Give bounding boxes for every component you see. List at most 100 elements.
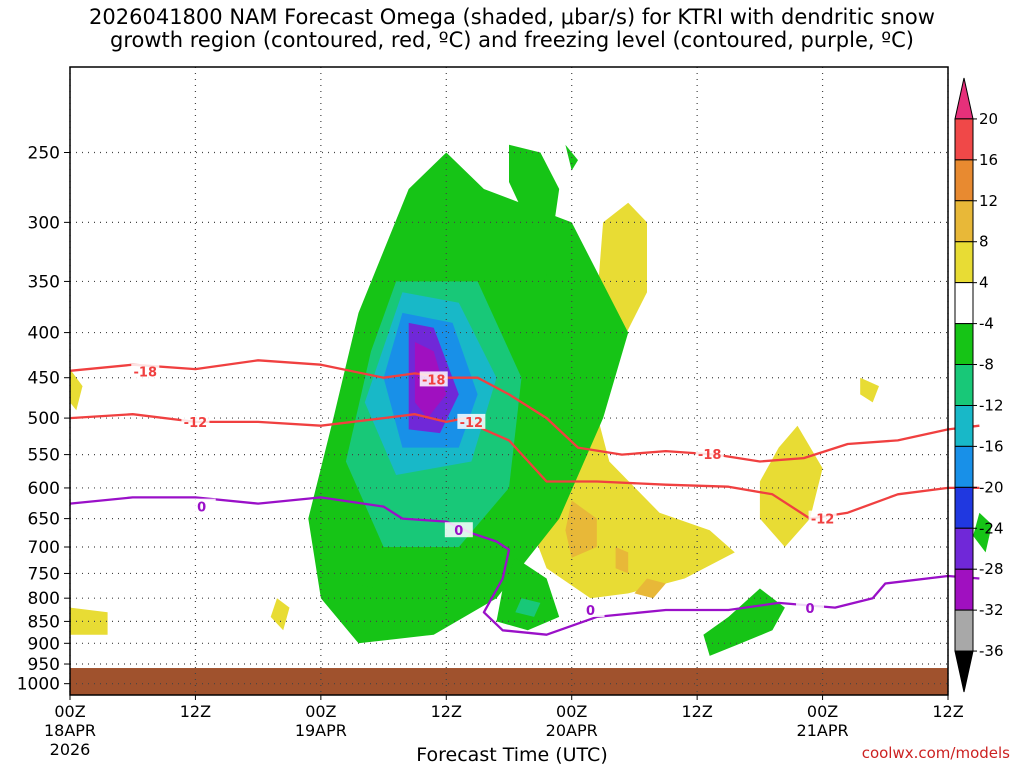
y-tick-label-1000: 1000 [17, 675, 60, 695]
colorbar-bin-10 [954, 486, 974, 529]
contour-label-bg-0-1 [419, 371, 448, 387]
y-tick-label-650: 650 [28, 510, 60, 530]
ground-below-surface [70, 668, 948, 695]
colorbar-label-0: 20 [979, 110, 998, 128]
colorbar-label-9: -20 [979, 478, 1004, 496]
colorbar-bin-13 [954, 609, 974, 652]
chart-title-line1: 2026041800 NAM Forecast Omega (shaded, μ… [89, 5, 935, 29]
omega-rising-region-5 [759, 425, 823, 547]
colorbar-bin-0 [954, 77, 974, 120]
colorbar-label-6: -8 [979, 356, 994, 374]
omega-rising-region-6 [860, 377, 879, 403]
x-tick-label-48: 00Z [556, 702, 587, 721]
contour-layer: -18 -18 -18 -12 -12 -12 0 0 0 0 [69, 359, 980, 636]
colorbar-bin-7 [954, 364, 974, 406]
axes-layer: 2503003504004505005506006507007508008509… [17, 66, 964, 759]
y-tick-label-700: 700 [28, 538, 60, 558]
x-date-label-0: 18APR [44, 721, 96, 740]
plot-frame [69, 66, 949, 696]
contour-label-bg-2-0 [187, 498, 216, 514]
contour-label-0-0: -18 [134, 366, 158, 381]
colorbar: 20 16 12 8 4 -4 -8 -12 -16 -20 -24 -28 -32 -36 [954, 77, 1004, 693]
x-year-label-0: 2026 [50, 740, 91, 759]
site-credit: coolwx.com/models [861, 744, 1010, 762]
x-tick-label-36: 12Z [431, 702, 462, 721]
contour-label-1-1: -12 [460, 416, 484, 431]
contour-label-bg-1-2 [808, 510, 837, 526]
omega-sinking-region-10 [345, 583, 378, 635]
contour-label-bg-2-1 [444, 522, 473, 538]
omega-sinking-region-12 [973, 512, 992, 553]
y-tick-label-950: 950 [28, 655, 60, 675]
contour-label-0-1: -18 [422, 373, 446, 388]
y-tick-label-600: 600 [28, 479, 60, 499]
y-tick-label-500: 500 [28, 409, 60, 429]
colorbar-label-1: 16 [979, 151, 998, 169]
colorbar-label-5: -4 [979, 315, 994, 333]
colorbar-label-2: 12 [979, 192, 998, 210]
colorbar-label-13: -36 [979, 642, 1004, 660]
y-tick-label-800: 800 [28, 589, 60, 609]
contour-label-bg-2-2 [576, 601, 605, 617]
omega-rising-region-9 [70, 369, 83, 411]
colorbar-bin-11 [954, 527, 974, 570]
omega-sinking-region-8 [496, 557, 560, 631]
colorbar-label-4: 4 [979, 274, 989, 292]
x-axis-label: Forecast Time (UTC) [416, 744, 608, 766]
colorbar-bin-6 [954, 323, 974, 366]
x-date-label-48: 20APR [546, 721, 598, 740]
contour-label-0-2: -18 [698, 448, 722, 463]
x-tick-label-84: 12Z [932, 702, 963, 721]
contour-label-2-1: 0 [454, 524, 463, 539]
y-tick-label-750: 750 [28, 564, 60, 584]
colorbar-bin-2 [954, 159, 974, 202]
colorbar-bin-4 [954, 241, 974, 284]
x-tick-label-72: 00Z [807, 702, 838, 721]
y-tick-label-450: 450 [28, 369, 60, 389]
colorbar-label-12: -32 [979, 601, 1004, 619]
ground-layer [70, 668, 948, 695]
colorbar-bin-5 [954, 282, 974, 325]
colorbar-bin-9 [954, 445, 974, 488]
contour-line-2 [69, 496, 980, 636]
omega-rising-region-3 [615, 547, 629, 574]
contour-label-bg-1-1 [457, 413, 486, 429]
colorbar-label-7: -12 [979, 396, 1004, 414]
contour-label-bg-0-0 [131, 363, 160, 379]
contour-line-0 [69, 359, 980, 463]
contour-label-2-0: 0 [197, 501, 206, 516]
x-tick-label-12: 12Z [180, 702, 211, 721]
grid-layer [69, 67, 949, 695]
omega-rising-region-10 [270, 598, 290, 631]
omega-rising-region-2 [565, 500, 597, 558]
contour-label-bg-2-3 [796, 600, 825, 616]
omega-sinking-region-9 [515, 598, 541, 617]
y-tick-label-400: 400 [28, 324, 60, 344]
colorbar-label-3: 8 [979, 233, 989, 251]
colorbar-bin-3 [954, 200, 974, 243]
colorbar-label-11: -28 [979, 560, 1004, 578]
y-tick-label-900: 900 [28, 634, 60, 654]
colorbar-label-10: -24 [979, 519, 1004, 537]
contour-label-2-3: 0 [806, 602, 815, 617]
colorbar-bin-12 [954, 568, 974, 611]
y-tick-label-300: 300 [28, 213, 60, 233]
contour-label-bg-1-0 [181, 413, 210, 429]
contour-label-2-2: 0 [586, 604, 595, 619]
y-tick-label-550: 550 [28, 446, 60, 466]
contour-label-bg-0-2 [695, 445, 724, 461]
y-tick-label-250: 250 [28, 143, 60, 163]
colorbar-label-8: -16 [979, 437, 1004, 455]
chart-title-line2: growth region (contoured, red, ºC) and f… [110, 28, 914, 52]
x-tick-label-24: 00Z [305, 702, 336, 721]
contour-label-1-0: -12 [184, 416, 208, 431]
x-tick-label-60: 12Z [681, 702, 712, 721]
omega-sinking-region-6 [509, 144, 560, 276]
colorbar-bin-8 [954, 404, 974, 447]
y-tick-label-350: 350 [28, 272, 60, 292]
omega-shading-layer [70, 144, 992, 656]
x-date-label-72: 21APR [797, 721, 849, 740]
colorbar-bin-14 [954, 650, 974, 693]
omega-rising-region-4 [634, 578, 666, 599]
